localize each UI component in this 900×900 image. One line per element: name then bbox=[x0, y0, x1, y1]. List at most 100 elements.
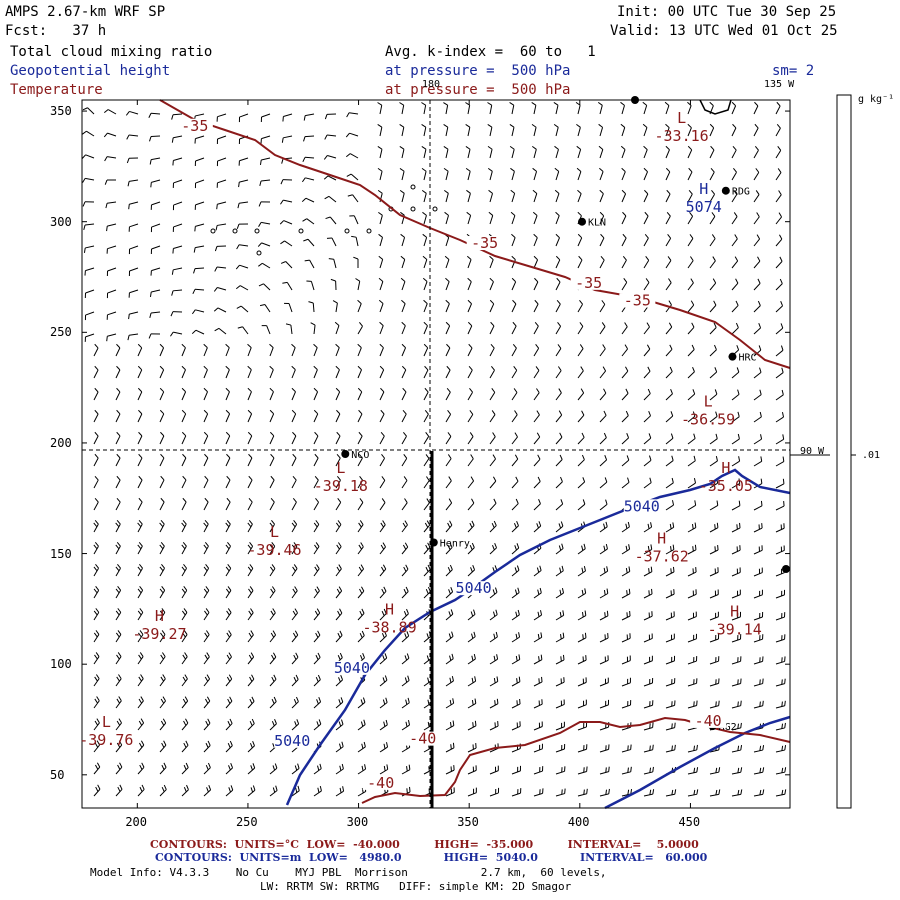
wind-barb-flag bbox=[182, 519, 187, 525]
wind-barb bbox=[753, 305, 761, 313]
wind-barb-flag bbox=[204, 654, 209, 660]
wind-barb bbox=[137, 612, 144, 621]
wind-barb-flag bbox=[474, 698, 477, 704]
wind-barb-flag bbox=[251, 718, 255, 724]
wind-barb-flag bbox=[140, 696, 144, 702]
wind-barb-flag bbox=[226, 632, 230, 638]
wind-barb bbox=[731, 771, 741, 775]
wind-barb bbox=[775, 394, 784, 401]
wind-barb bbox=[489, 193, 494, 203]
wind-barb-flag bbox=[294, 586, 298, 592]
wind-barb-flag bbox=[514, 589, 518, 595]
wind-barb bbox=[775, 327, 784, 335]
wind-barb bbox=[775, 705, 785, 709]
extremum-type: L bbox=[704, 392, 713, 410]
wind-barb-flag bbox=[516, 543, 520, 549]
wind-barb bbox=[93, 788, 101, 797]
wind-barb-flag bbox=[449, 564, 453, 570]
wind-barb bbox=[599, 326, 606, 335]
wind-barb-flag bbox=[740, 722, 742, 728]
wind-barb-flag bbox=[403, 476, 408, 481]
wind-barb bbox=[137, 789, 145, 797]
wind-barb-flag bbox=[600, 233, 605, 239]
wind-barb-flag bbox=[403, 454, 408, 459]
wind-barb bbox=[555, 237, 560, 247]
wind-barb-flag bbox=[140, 740, 145, 746]
wind-barb bbox=[665, 482, 674, 489]
wind-barb bbox=[577, 259, 583, 269]
wind-barb-flag bbox=[116, 541, 121, 547]
wind-barb bbox=[225, 767, 233, 775]
wind-barb-flag bbox=[139, 608, 144, 613]
wind-barb-flag bbox=[422, 233, 427, 238]
wind-barb-flag bbox=[159, 588, 164, 594]
wind-barb-flag bbox=[667, 256, 672, 261]
wind-barb bbox=[621, 593, 631, 599]
wind-barb bbox=[687, 616, 697, 621]
wind-barb-flag bbox=[280, 199, 284, 205]
wind-barb-flag bbox=[493, 677, 496, 684]
wind-barb bbox=[225, 723, 233, 731]
wind-barb bbox=[247, 369, 252, 379]
wind-barb-flag bbox=[599, 211, 605, 217]
wind-barb-flag bbox=[252, 785, 256, 791]
wind-barb-flag bbox=[125, 111, 130, 116]
wind-barb-flag bbox=[443, 167, 449, 172]
wind-barb bbox=[269, 678, 277, 687]
wind-barb bbox=[555, 681, 565, 687]
wind-barb-flag bbox=[214, 246, 218, 252]
wind-barb bbox=[181, 590, 188, 599]
wind-barb-flag bbox=[318, 719, 322, 725]
wind-barb bbox=[217, 201, 227, 205]
wind-barb-flag bbox=[291, 343, 296, 348]
wind-barb-flag bbox=[584, 610, 587, 616]
wind-barb bbox=[709, 460, 718, 467]
wind-barb-flag bbox=[733, 212, 738, 217]
wind-barb-flag bbox=[182, 698, 187, 704]
wind-barb-flag bbox=[250, 765, 253, 771]
wind-barb bbox=[511, 658, 520, 665]
wind-barb-flag bbox=[148, 113, 152, 118]
wind-barb-flag bbox=[226, 610, 230, 616]
wind-barb-flag bbox=[115, 522, 120, 528]
wind-barb-flag bbox=[646, 322, 650, 328]
wind-barb bbox=[290, 325, 293, 335]
wind-barb-flag bbox=[539, 587, 542, 593]
wind-barb bbox=[217, 135, 227, 140]
wind-barb-flag bbox=[400, 277, 406, 282]
wind-barb-flag bbox=[562, 632, 565, 638]
wind-barb bbox=[599, 659, 609, 665]
wind-barb bbox=[137, 766, 145, 775]
field-temp-label: Temperature bbox=[10, 82, 103, 98]
wind-barb-flag bbox=[670, 388, 673, 394]
wind-barb bbox=[269, 457, 275, 467]
wind-barb-flag bbox=[81, 154, 86, 159]
wind-barb bbox=[239, 264, 249, 269]
wind-barb-flag bbox=[159, 544, 164, 550]
wind-barb-flag bbox=[171, 137, 174, 143]
wind-barb-flag bbox=[236, 244, 240, 250]
wind-barb bbox=[357, 435, 363, 445]
wind-barb-flag bbox=[421, 102, 426, 106]
extremum-value: -39.76 bbox=[79, 731, 133, 749]
wind-barb bbox=[489, 591, 498, 599]
wind-barb bbox=[159, 413, 165, 423]
wind-barb bbox=[85, 289, 95, 294]
wind-barb bbox=[775, 438, 784, 445]
wind-barb-flag bbox=[648, 433, 652, 439]
footer-model-info: Model Info: V4.3.3 No Cu MYJ PBL Morriso… bbox=[90, 866, 607, 879]
wind-barb bbox=[313, 391, 319, 401]
wind-barb-flag bbox=[776, 123, 781, 129]
wind-barb-flag bbox=[360, 721, 364, 727]
wind-barb bbox=[203, 656, 210, 665]
wind-barb bbox=[643, 771, 653, 775]
wind-barb-flag bbox=[711, 190, 715, 195]
wind-barb-flag bbox=[183, 764, 187, 770]
calm-circle bbox=[232, 228, 238, 234]
wind-barb-flag bbox=[450, 609, 454, 615]
wind-barb bbox=[93, 391, 99, 401]
wind-barb-flag bbox=[249, 564, 254, 569]
wind-barb bbox=[709, 549, 719, 555]
wind-barb-flag bbox=[496, 698, 499, 704]
wind-barb bbox=[217, 287, 227, 291]
